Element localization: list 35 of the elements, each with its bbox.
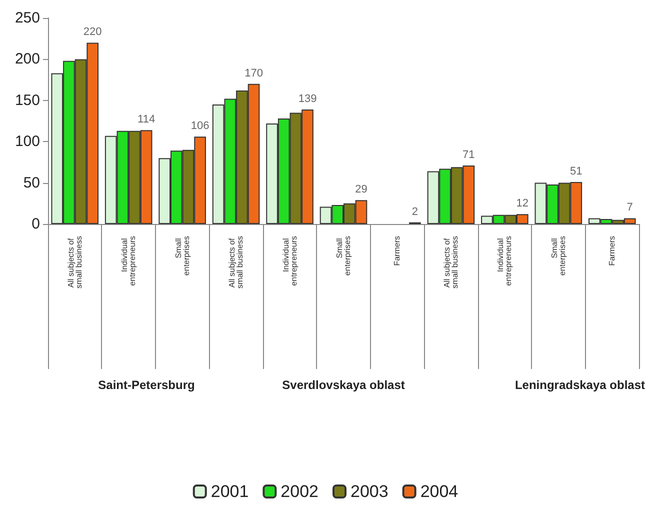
data-label: 51 [570, 165, 582, 178]
x-tick-label: Small enterprises [174, 236, 191, 276]
legend-label: 2002 [280, 482, 319, 501]
x-tick-label: Individual entrepreneurs [496, 236, 514, 286]
data-label: 2 [412, 206, 418, 218]
x-tick-label: All subjects of small business [66, 236, 84, 288]
x-tick-label: Small enterprises [335, 236, 352, 276]
data-label: 12 [516, 198, 529, 210]
data-label: 106 [190, 120, 210, 132]
y-tick-label: 50 [23, 174, 40, 192]
legend-label: 2001 [210, 482, 249, 501]
x-tick-label: Individual entrepreneurs [120, 236, 138, 286]
data-label: 114 [138, 114, 156, 126]
data-label: 7 [626, 202, 633, 214]
data-label: 170 [244, 67, 263, 80]
y-tick-label: 0 [32, 216, 40, 232]
x-tick-label: Small enterprises [550, 236, 567, 276]
x-tick-label: All subjects of small business [228, 236, 245, 288]
x-tick-label: Farmers [392, 236, 402, 266]
data-label: 139 [298, 92, 317, 105]
data-label: 220 [83, 26, 102, 38]
y-tick-label: 250 [14, 10, 40, 26]
x-tick-label: Individual entrepreneurs [281, 236, 298, 286]
text: Saint-Petersburg [98, 378, 195, 392]
text: Leningradskaya oblast [514, 378, 645, 392]
y-tick-label: 200 [14, 50, 40, 68]
text: Sverdlovskaya oblast [282, 378, 405, 392]
y-tick-label: 100 [14, 133, 40, 150]
y-tick-label: 150 [14, 92, 40, 109]
legend-label: 2004 [420, 482, 458, 501]
data-label: 29 [355, 184, 368, 196]
x-tick-label: Farmers [608, 236, 617, 266]
data-label: 71 [462, 148, 475, 161]
x-tick-label: All subjects of small business [442, 236, 460, 288]
legend-label: 2003 [350, 482, 388, 501]
